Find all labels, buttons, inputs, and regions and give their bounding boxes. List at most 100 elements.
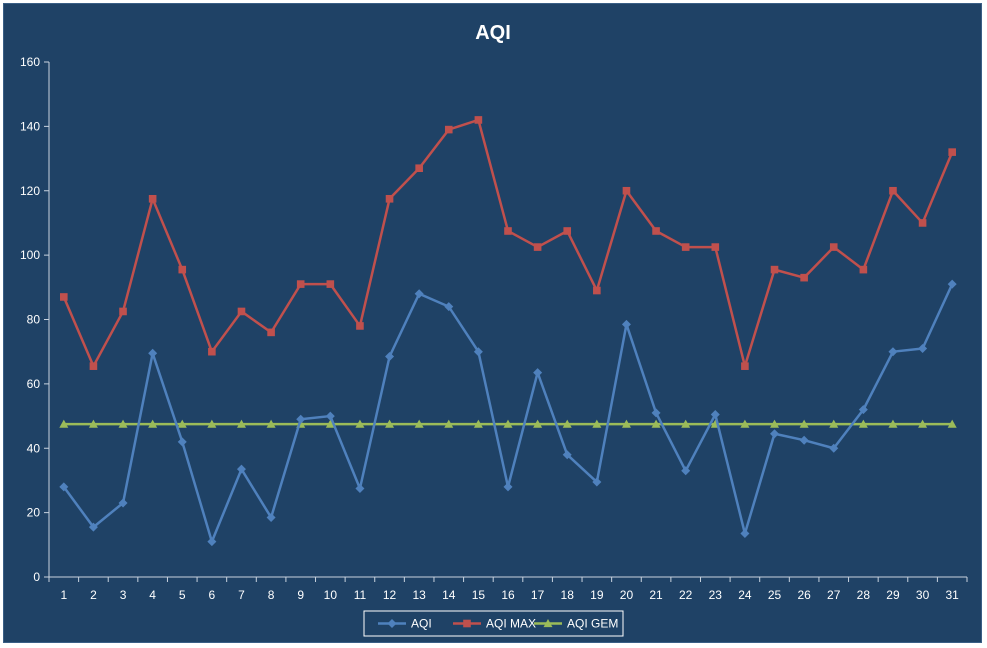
data-point xyxy=(89,362,98,370)
data-point xyxy=(947,279,957,289)
data-point xyxy=(948,148,956,156)
data-point xyxy=(177,437,187,447)
data-point xyxy=(59,482,69,492)
x-tick-label: 17 xyxy=(531,588,545,602)
data-point xyxy=(148,348,158,358)
data-point xyxy=(652,227,660,235)
data-point xyxy=(148,194,157,203)
data-point xyxy=(770,419,780,428)
data-point xyxy=(710,409,720,419)
data-point xyxy=(208,347,216,356)
data-point xyxy=(385,194,394,203)
y-tick-label: 120 xyxy=(20,184,40,198)
data-point xyxy=(296,414,306,424)
data-point xyxy=(88,419,98,428)
data-point xyxy=(266,419,276,428)
data-point xyxy=(267,328,275,337)
data-point xyxy=(858,419,868,428)
legend-label: AQI GEM xyxy=(567,617,618,631)
data-point xyxy=(325,419,335,428)
x-tick-label: 14 xyxy=(442,588,456,602)
x-tick-label: 13 xyxy=(412,588,426,602)
data-point xyxy=(474,116,483,124)
y-tick-label: 40 xyxy=(27,441,41,455)
data-point xyxy=(592,419,602,428)
legend-marker xyxy=(463,619,471,628)
x-tick-label: 9 xyxy=(297,588,304,602)
x-tick-label: 22 xyxy=(679,588,693,602)
legend-marker xyxy=(387,619,397,628)
data-point xyxy=(414,419,424,428)
data-point xyxy=(711,243,720,251)
legend-entry: AQI GEM xyxy=(534,617,618,631)
legend: AQI AQI MAX AQI GEM xyxy=(363,610,624,637)
x-tick-label: 4 xyxy=(149,588,156,602)
data-point xyxy=(651,419,661,428)
data-point xyxy=(473,419,483,428)
data-point xyxy=(918,419,928,428)
data-point xyxy=(533,368,543,378)
data-point xyxy=(858,405,868,415)
data-point xyxy=(118,498,128,508)
data-point xyxy=(681,243,690,251)
data-point xyxy=(148,419,158,428)
legend-label: AQI MAX xyxy=(486,617,536,631)
data-point xyxy=(681,466,691,476)
data-point xyxy=(740,419,750,428)
data-point xyxy=(266,512,276,522)
data-point xyxy=(799,435,809,445)
data-point xyxy=(740,529,750,539)
data-point xyxy=(503,482,513,492)
data-point xyxy=(741,362,749,370)
y-tick-label: 60 xyxy=(27,377,41,391)
data-point xyxy=(415,164,423,173)
data-point xyxy=(118,419,128,428)
chart-frame xyxy=(3,3,982,643)
data-point xyxy=(562,419,572,428)
x-tick-label: 24 xyxy=(738,588,752,602)
x-tick-label: 25 xyxy=(768,588,782,602)
data-point xyxy=(236,464,246,474)
data-point xyxy=(681,419,691,428)
data-point xyxy=(237,307,246,316)
data-point xyxy=(88,522,98,532)
data-point xyxy=(621,319,631,329)
x-tick-label: 6 xyxy=(209,588,216,602)
data-point xyxy=(593,286,601,295)
x-tick-label: 5 xyxy=(179,588,186,602)
data-point xyxy=(829,243,838,251)
data-point xyxy=(592,477,602,487)
data-point xyxy=(119,307,127,316)
series-line xyxy=(62,283,954,543)
data-point xyxy=(177,419,187,428)
legend-label: AQI xyxy=(411,617,432,631)
x-tick-label: 20 xyxy=(620,588,634,602)
data-point xyxy=(355,419,365,428)
data-point xyxy=(651,408,661,418)
data-point xyxy=(444,302,454,312)
data-point xyxy=(889,186,897,195)
data-point xyxy=(859,265,868,274)
data-point xyxy=(444,125,453,134)
data-point xyxy=(296,280,305,288)
y-tick-label: 80 xyxy=(27,313,41,327)
series-line xyxy=(62,118,954,368)
series-aqi xyxy=(59,279,957,547)
x-tick-label: 3 xyxy=(120,588,127,602)
data-point xyxy=(918,219,927,227)
data-point xyxy=(800,273,808,282)
legend-box xyxy=(363,610,624,637)
legend-entry: AQI xyxy=(378,617,432,631)
data-point xyxy=(207,419,217,428)
data-point xyxy=(60,293,68,301)
data-point xyxy=(888,347,898,357)
data-point xyxy=(533,243,542,251)
y-tick-label: 100 xyxy=(20,248,40,262)
data-point xyxy=(504,227,512,235)
data-point xyxy=(533,419,543,428)
series-aqi-gem xyxy=(59,419,957,428)
data-point xyxy=(473,347,483,357)
data-point xyxy=(385,419,395,428)
